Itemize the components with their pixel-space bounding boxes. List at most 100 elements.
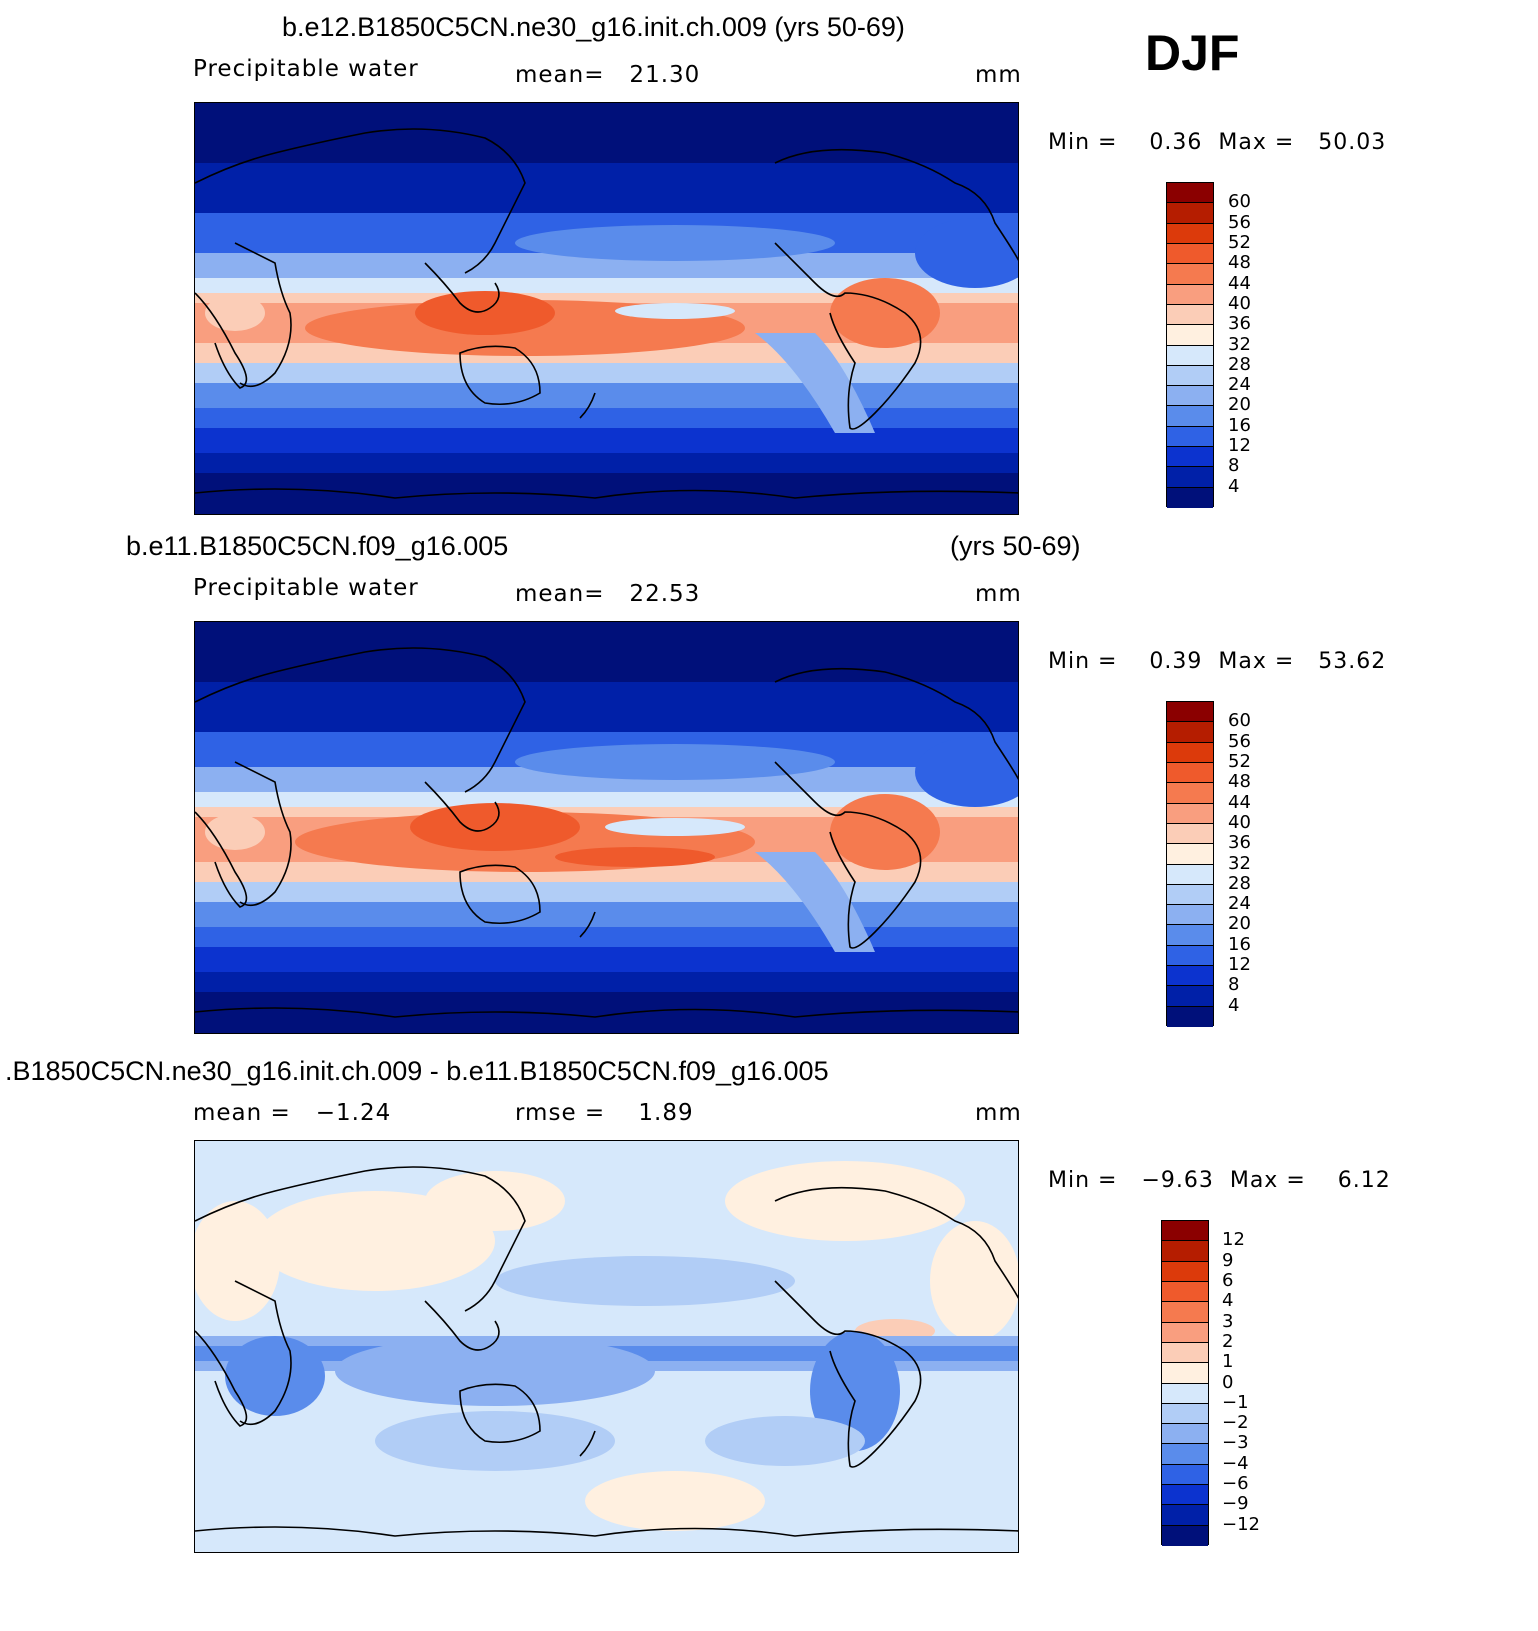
panel1-map bbox=[194, 102, 1019, 515]
panel2-colorbar bbox=[1166, 701, 1214, 1027]
colorbar-segment bbox=[1167, 905, 1213, 926]
colorbar-segment bbox=[1167, 406, 1213, 427]
colorbar-segment bbox=[1167, 203, 1213, 224]
colorbar-segment bbox=[1162, 1241, 1208, 1262]
colorbar-segment bbox=[1167, 945, 1213, 967]
panel2-map-svg bbox=[195, 622, 1018, 1033]
colorbar-segment bbox=[1167, 783, 1213, 804]
panel2-title-years: (yrs 50-69) bbox=[950, 531, 1081, 561]
colorbar-tick-label: 28 bbox=[1228, 353, 1251, 375]
colorbar-segment bbox=[1167, 844, 1213, 865]
colorbar-segment bbox=[1167, 925, 1213, 946]
colorbar-segment bbox=[1167, 304, 1213, 326]
colorbar-segment bbox=[1162, 1525, 1208, 1546]
season-label: DJF bbox=[1145, 25, 1240, 81]
colorbar-tick-label: −2 bbox=[1222, 1412, 1249, 1434]
panel1-units: mm bbox=[975, 62, 1022, 88]
colorbar-tick-label: 4 bbox=[1228, 475, 1240, 497]
colorbar-segment bbox=[1167, 823, 1213, 845]
panel3-map-svg bbox=[195, 1141, 1018, 1552]
colorbar-segment bbox=[1167, 986, 1213, 1007]
colorbar-segment bbox=[1167, 243, 1213, 265]
colorbar-segment bbox=[1167, 762, 1213, 784]
panel3-rmse: rmse = 1.89 bbox=[515, 1100, 694, 1126]
panel2-units: mm bbox=[975, 581, 1022, 607]
panel2-title: b.e11.B1850C5CN.f09_g16.005 bbox=[126, 531, 509, 561]
colorbar-tick-label: 40 bbox=[1228, 811, 1251, 833]
colorbar-segment bbox=[1167, 386, 1213, 407]
colorbar-segment bbox=[1167, 864, 1213, 885]
colorbar-tick-label: 56 bbox=[1228, 730, 1251, 752]
colorbar-segment bbox=[1167, 264, 1213, 285]
colorbar-tick-label: 60 bbox=[1228, 191, 1251, 213]
colorbar-tick-label: −12 bbox=[1222, 1513, 1260, 1535]
panel1-colorbar bbox=[1166, 182, 1214, 508]
colorbar-tick-label: −4 bbox=[1222, 1452, 1249, 1474]
panel1-title: b.e12.B1850C5CN.ne30_g16.init.ch.009 (yr… bbox=[282, 12, 905, 42]
colorbar-segment bbox=[1162, 1424, 1208, 1445]
colorbar-segment bbox=[1167, 966, 1213, 987]
colorbar-segment bbox=[1167, 742, 1213, 763]
colorbar-tick-label: 12 bbox=[1228, 435, 1251, 457]
colorbar-tick-label: 48 bbox=[1228, 252, 1251, 274]
colorbar-segment bbox=[1167, 284, 1213, 305]
colorbar-segment bbox=[1167, 467, 1213, 488]
colorbar-segment bbox=[1162, 1261, 1208, 1282]
colorbar-tick-label: 32 bbox=[1228, 333, 1251, 355]
colorbar-tick-label: 40 bbox=[1228, 292, 1251, 314]
panel2-variable: Precipitable water bbox=[193, 575, 419, 601]
colorbar-tick-label: 4 bbox=[1228, 994, 1240, 1016]
panel3-units: mm bbox=[975, 1100, 1022, 1126]
colorbar-tick-label: 3 bbox=[1222, 1310, 1234, 1332]
colorbar-tick-label: 8 bbox=[1228, 974, 1240, 996]
colorbar-tick-label: 52 bbox=[1228, 750, 1251, 772]
colorbar-segment bbox=[1167, 487, 1213, 508]
colorbar-segment bbox=[1162, 1363, 1208, 1384]
colorbar-tick-label: 48 bbox=[1228, 771, 1251, 793]
panel3-map bbox=[194, 1140, 1019, 1553]
colorbar-tick-label: −6 bbox=[1222, 1473, 1249, 1495]
colorbar-segment bbox=[1162, 1383, 1208, 1404]
colorbar-segment bbox=[1162, 1444, 1208, 1465]
colorbar-segment bbox=[1162, 1342, 1208, 1364]
colorbar-segment bbox=[1167, 722, 1213, 743]
panel3-minmax: Min = −9.63 Max = 6.12 bbox=[1048, 1168, 1391, 1193]
colorbar-tick-label: −1 bbox=[1222, 1391, 1249, 1413]
colorbar-tick-label: 44 bbox=[1228, 791, 1251, 813]
colorbar-tick-label: 4 bbox=[1222, 1290, 1234, 1312]
colorbar-tick-label: 56 bbox=[1228, 211, 1251, 233]
colorbar-segment bbox=[1167, 702, 1213, 723]
panel1-map-svg bbox=[195, 103, 1018, 514]
colorbar-segment bbox=[1167, 426, 1213, 448]
colorbar-segment bbox=[1162, 1485, 1208, 1506]
colorbar-segment bbox=[1167, 803, 1213, 824]
panel3-mean: mean = −1.24 bbox=[193, 1100, 392, 1126]
colorbar-segment bbox=[1167, 884, 1213, 906]
panel3-title: .B1850C5CN.ne30_g16.init.ch.009 - b.e11.… bbox=[5, 1056, 829, 1086]
colorbar-segment bbox=[1162, 1322, 1208, 1343]
colorbar-tick-label: 0 bbox=[1222, 1371, 1234, 1393]
panel1-mean: mean= 21.30 bbox=[515, 62, 701, 88]
colorbar-tick-label: 1 bbox=[1222, 1351, 1234, 1373]
colorbar-tick-label: 2 bbox=[1222, 1330, 1234, 1352]
panel2-minmax: Min = 0.39 Max = 53.62 bbox=[1048, 649, 1387, 674]
colorbar-segment bbox=[1162, 1221, 1208, 1242]
colorbar-tick-label: 44 bbox=[1228, 272, 1251, 294]
colorbar-segment bbox=[1162, 1403, 1208, 1425]
colorbar-segment bbox=[1167, 365, 1213, 387]
colorbar-tick-label: −9 bbox=[1222, 1493, 1249, 1515]
colorbar-segment bbox=[1167, 1006, 1213, 1027]
panel1-variable: Precipitable water bbox=[193, 56, 419, 82]
colorbar-tick-label: 32 bbox=[1228, 852, 1251, 874]
colorbar-segment bbox=[1167, 325, 1213, 346]
colorbar-segment bbox=[1162, 1302, 1208, 1323]
colorbar-tick-label: 20 bbox=[1228, 394, 1251, 416]
colorbar-tick-label: 28 bbox=[1228, 872, 1251, 894]
colorbar-tick-label: 60 bbox=[1228, 710, 1251, 732]
colorbar-tick-label: 24 bbox=[1228, 374, 1251, 396]
colorbar-segment bbox=[1167, 183, 1213, 204]
colorbar-tick-label: 36 bbox=[1228, 313, 1251, 335]
colorbar-tick-label: 9 bbox=[1222, 1249, 1234, 1271]
panel2-map bbox=[194, 621, 1019, 1034]
colorbar-segment bbox=[1162, 1464, 1208, 1486]
